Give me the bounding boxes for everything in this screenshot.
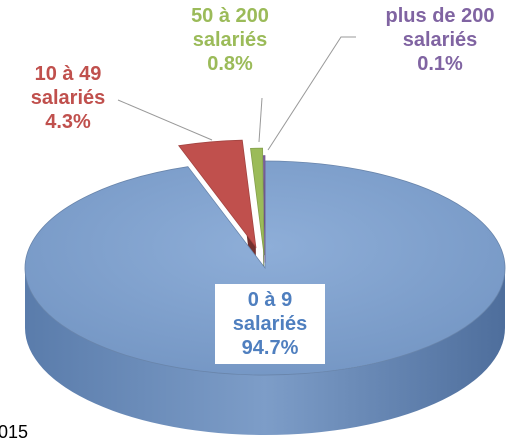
slice	[178, 139, 257, 249]
value-label: 94.7%	[241, 337, 299, 359]
leader-line	[258, 97, 263, 143]
data-label: plus de 200 salariés 0.1%	[365, 4, 506, 76]
leader-line	[267, 36, 356, 151]
slice	[250, 147, 265, 256]
slice-side	[25, 268, 505, 435]
category-name: 0 à 9 salariés	[232, 289, 308, 335]
category-name: 10 à 49 salariés	[30, 63, 106, 109]
value-label: 0.1%	[417, 53, 463, 75]
leader-line	[117, 99, 213, 141]
category-name: plus de 200 salariés	[385, 5, 495, 51]
slice	[24, 160, 506, 376]
category-name: 50 à 200 salariés	[191, 5, 269, 51]
slice	[263, 155, 266, 263]
footnote: 015	[0, 422, 29, 442]
value-label: 4.3%	[45, 111, 91, 133]
data-label: 50 à 200 salariés 0.8%	[175, 4, 285, 76]
value-label: 0.8%	[207, 53, 253, 75]
data-label: 10 à 49 salariés 4.3%	[18, 62, 118, 134]
data-label: 0 à 9 salariés 94.7%	[215, 284, 325, 364]
